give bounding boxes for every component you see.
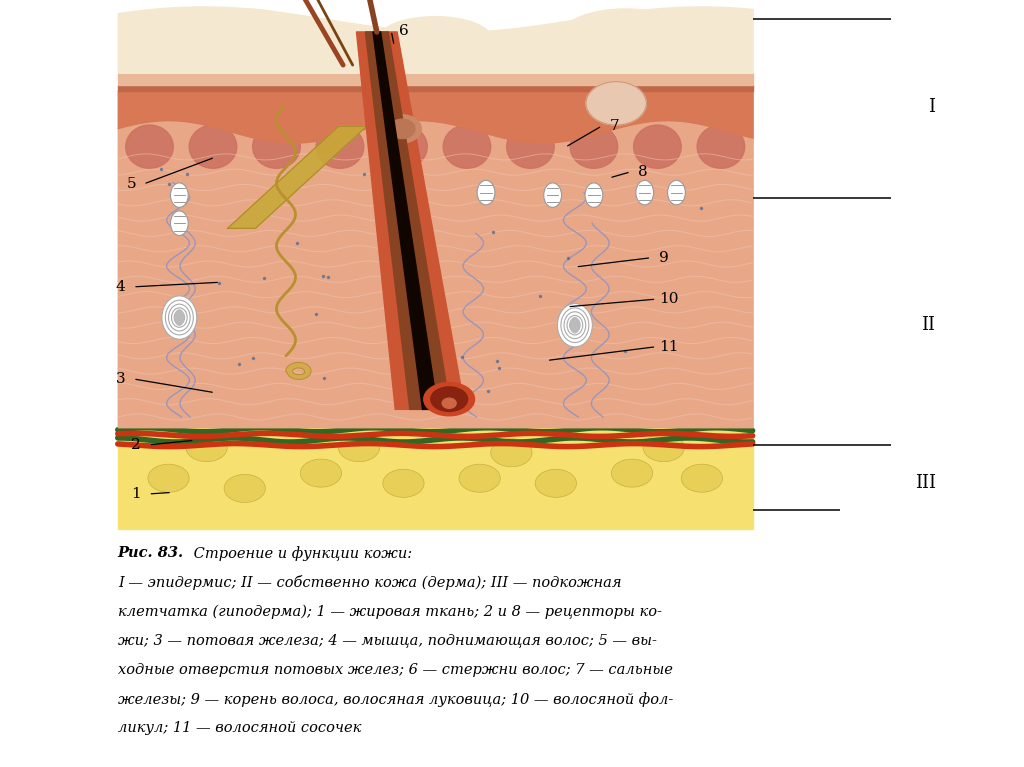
Ellipse shape	[175, 310, 183, 325]
Ellipse shape	[170, 211, 188, 235]
Polygon shape	[366, 32, 451, 410]
Ellipse shape	[442, 398, 456, 408]
Ellipse shape	[585, 183, 603, 207]
Ellipse shape	[544, 183, 561, 207]
Text: ходные отверстия потовых желез; 6 — стержни волос; 7 — сальные: ходные отверстия потовых желез; 6 — стер…	[118, 663, 673, 676]
Polygon shape	[373, 32, 437, 410]
Ellipse shape	[300, 459, 342, 487]
Ellipse shape	[431, 387, 468, 411]
Text: 1: 1	[131, 487, 141, 501]
Ellipse shape	[681, 464, 723, 492]
Ellipse shape	[181, 9, 308, 60]
Text: Рис. 83.: Рис. 83.	[118, 546, 184, 560]
Text: 7: 7	[609, 119, 620, 133]
Ellipse shape	[459, 464, 501, 492]
Text: 3: 3	[116, 372, 126, 386]
Ellipse shape	[636, 180, 653, 205]
Text: клетчатка (гиподерма); 1 — жировая ткань; 2 и 8 — рецепторы ко-: клетчатка (гиподерма); 1 — жировая ткань…	[118, 604, 662, 619]
Text: 11: 11	[658, 340, 679, 354]
Ellipse shape	[557, 304, 592, 347]
Text: 6: 6	[398, 24, 409, 38]
Ellipse shape	[186, 433, 227, 462]
Ellipse shape	[378, 17, 493, 63]
Ellipse shape	[380, 125, 427, 169]
Ellipse shape	[586, 81, 646, 125]
Polygon shape	[227, 127, 367, 229]
Ellipse shape	[643, 433, 684, 462]
Ellipse shape	[170, 183, 188, 207]
Text: 8: 8	[638, 165, 648, 179]
Polygon shape	[356, 32, 465, 410]
Text: 5: 5	[126, 177, 136, 191]
Text: 4: 4	[116, 280, 126, 294]
Ellipse shape	[443, 125, 490, 169]
Text: 10: 10	[658, 292, 679, 306]
Ellipse shape	[477, 180, 495, 205]
Ellipse shape	[634, 125, 681, 169]
Ellipse shape	[253, 125, 300, 169]
Ellipse shape	[507, 125, 554, 169]
Ellipse shape	[383, 115, 421, 143]
Ellipse shape	[189, 125, 237, 169]
Ellipse shape	[562, 9, 689, 60]
Ellipse shape	[147, 464, 189, 492]
Ellipse shape	[668, 180, 685, 205]
Ellipse shape	[570, 318, 580, 333]
Text: ликул; 11 — волосяной сосочек: ликул; 11 — волосяной сосочек	[118, 721, 361, 735]
Text: 2: 2	[131, 438, 141, 452]
Text: II: II	[921, 316, 935, 334]
Text: Строение и функции кожи:: Строение и функции кожи:	[189, 546, 413, 561]
Ellipse shape	[490, 439, 532, 467]
Ellipse shape	[697, 125, 744, 169]
Bar	[118, 427, 753, 529]
Ellipse shape	[389, 119, 415, 139]
Text: I — эпидермис; II — собственно кожа (дерма); III — подкожная: I — эпидермис; II — собственно кожа (дер…	[118, 575, 622, 591]
Ellipse shape	[162, 296, 197, 339]
Ellipse shape	[536, 469, 577, 497]
Text: 9: 9	[658, 251, 669, 265]
Ellipse shape	[224, 475, 265, 502]
Ellipse shape	[126, 125, 173, 169]
Text: I: I	[929, 98, 935, 117]
Text: III: III	[915, 474, 936, 492]
Ellipse shape	[338, 433, 380, 462]
Ellipse shape	[424, 383, 474, 416]
Text: жи; 3 — потовая железа; 4 — мышца, поднимающая волос; 5 — вы-: жи; 3 — потовая железа; 4 — мышца, подни…	[118, 634, 656, 647]
Ellipse shape	[316, 125, 364, 169]
Ellipse shape	[611, 459, 652, 487]
Text: железы; 9 — корень волоса, волосяная луковица; 10 — волосяной фол-: железы; 9 — корень волоса, волосяная лук…	[118, 692, 673, 706]
Ellipse shape	[570, 125, 617, 169]
Ellipse shape	[383, 469, 424, 497]
